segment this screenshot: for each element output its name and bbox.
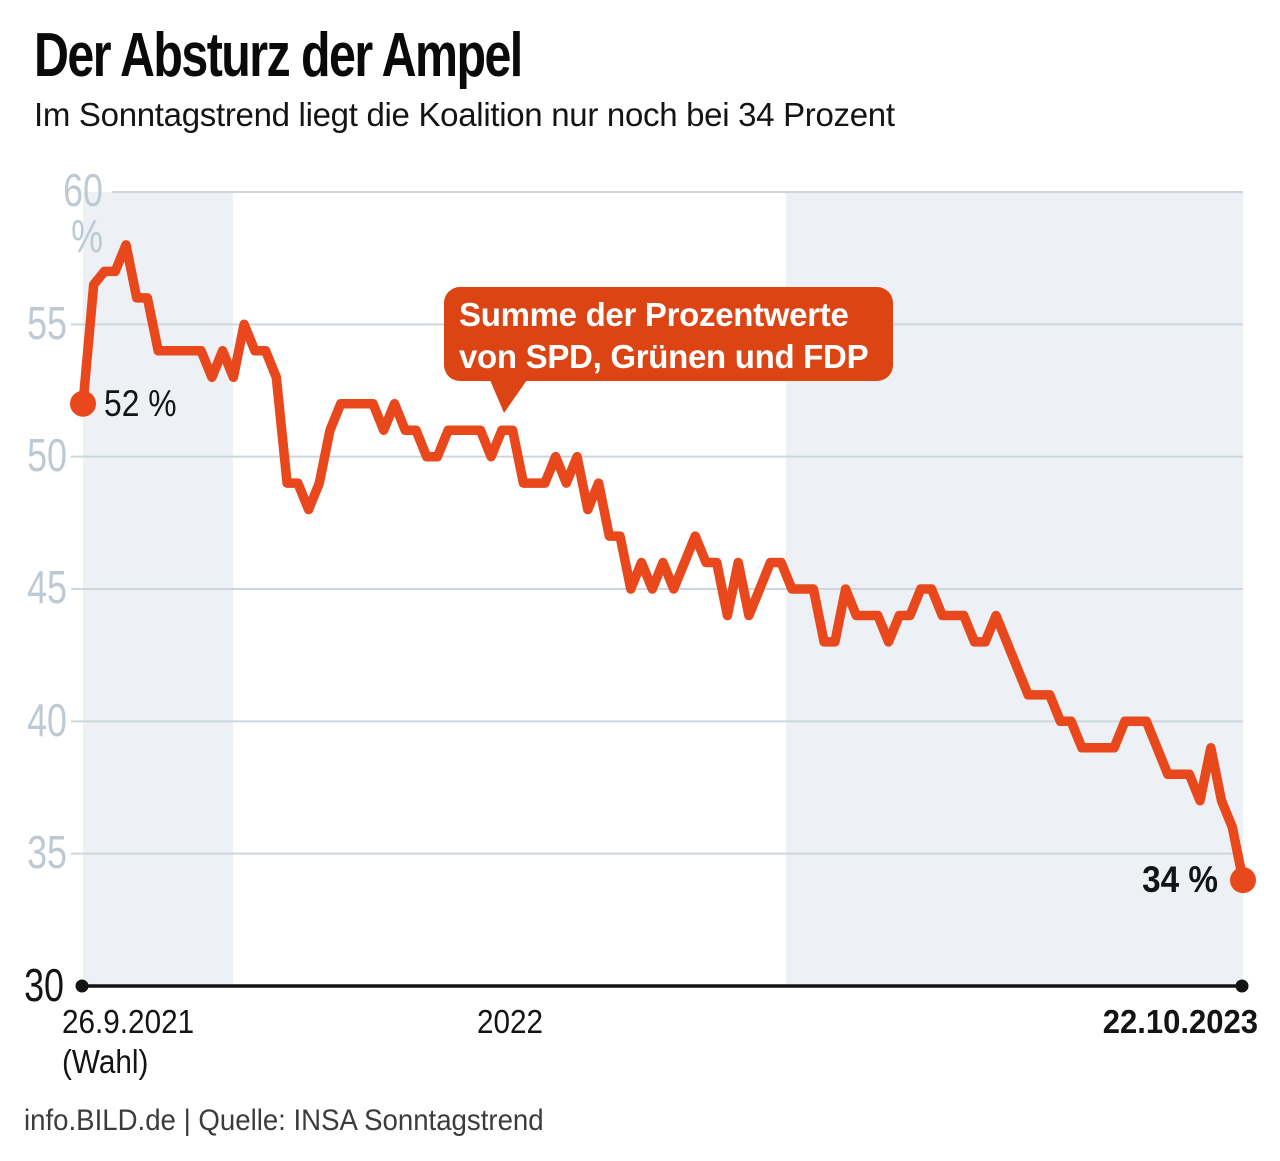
source-credit: info.BILD.de | Quelle: INSA Sonntagstren… bbox=[24, 1104, 544, 1137]
x-axis-label-2022: 2022 bbox=[476, 1003, 544, 1040]
y-axis-tick-40: 40 bbox=[27, 694, 67, 746]
start-point-marker bbox=[70, 390, 96, 417]
y-axis-tick-45: 45 bbox=[27, 561, 67, 613]
page-title: Der Absturz der Ampel bbox=[34, 21, 523, 90]
y-axis-tick-60: 60 % bbox=[63, 164, 103, 262]
y-axis-tick-55: 55 bbox=[27, 297, 67, 349]
end-value-label: 34 % bbox=[1142, 859, 1218, 900]
series-annotation-callout: Summe der Prozentwerte von SPD, Grünen u… bbox=[444, 287, 893, 413]
y-axis-tick-35: 35 bbox=[27, 826, 67, 878]
callout-pointer bbox=[490, 380, 527, 413]
y-axis-tick-50: 50 bbox=[27, 429, 67, 481]
x-axis-label-last-date: 22.10.2023 bbox=[1102, 1003, 1258, 1040]
coalition-sum-line bbox=[78, 240, 1248, 885]
y-axis-tick-30: 30 bbox=[24, 959, 65, 1011]
x-axis-start-dot bbox=[75, 979, 89, 993]
end-point-marker bbox=[1230, 867, 1256, 894]
start-value-label: 52 % bbox=[104, 383, 177, 424]
x-axis-end-dot bbox=[1235, 979, 1249, 993]
annotation-line-2: von SPD, Grünen und FDP bbox=[459, 338, 869, 375]
page-subtitle: Im Sonntagstrend liegt die Koalition nur… bbox=[34, 96, 895, 133]
annotation-line-1: Summe der Prozentwerte bbox=[459, 296, 849, 333]
x-axis-label-election-date: 26.9.2021 bbox=[62, 1003, 195, 1040]
x-axis-label-election-note: (Wahl) bbox=[62, 1043, 149, 1080]
